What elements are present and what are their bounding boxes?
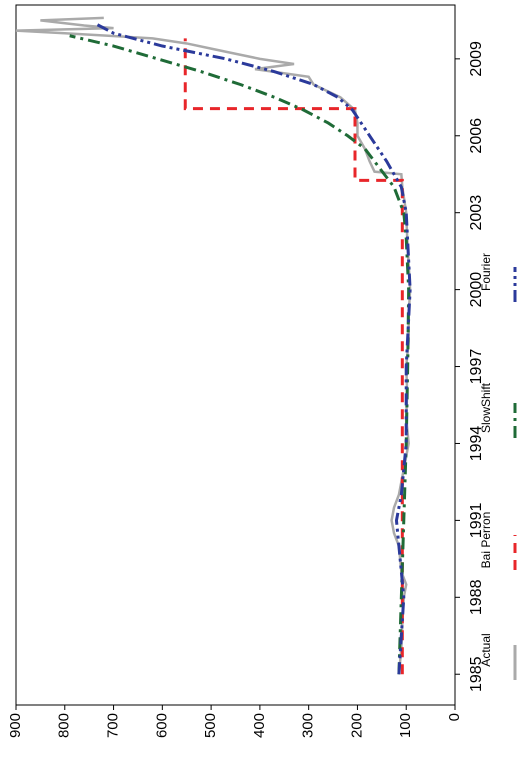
x-tick-label: 2009: [468, 41, 485, 77]
plot-frame: [15, 4, 456, 706]
series-line: [93, 21, 412, 675]
y-tick-label: 100: [397, 713, 414, 738]
legend-label: Actual: [479, 633, 493, 666]
x-tick-label: 1994: [468, 426, 485, 462]
x-tick-label: 2000: [468, 272, 485, 308]
y-tick-label: 700: [105, 713, 122, 738]
x-tick-label: 1988: [468, 579, 485, 615]
legend-label: Bai Perron: [479, 512, 493, 569]
x-tick-label: 1985: [468, 656, 485, 692]
x-tick-label: 1997: [468, 349, 485, 385]
y-tick-label: 600: [153, 713, 170, 738]
y-tick-label: 500: [202, 713, 219, 738]
series-line: [15, 16, 412, 675]
x-tick-label: 1991: [468, 502, 485, 538]
rotated-plot: 0 100 200 300 400 500 600 700 800 900 1985 1988 1991…: [7, 4, 517, 738]
x-tick-label: 2003: [468, 195, 485, 231]
x-tick-label: 2006: [468, 118, 485, 154]
y-tick-label: 300: [300, 713, 317, 738]
y-tick-label: 400: [251, 713, 268, 738]
y-tick-label: 900: [7, 713, 24, 738]
legend-label: Fourier: [479, 253, 493, 291]
y-tick-label: 0: [446, 713, 463, 721]
series-line: [183, 38, 404, 675]
y-tick-label: 800: [56, 713, 73, 738]
y-tick-label: 200: [348, 713, 365, 738]
legend-label: SlowShift: [479, 382, 493, 433]
